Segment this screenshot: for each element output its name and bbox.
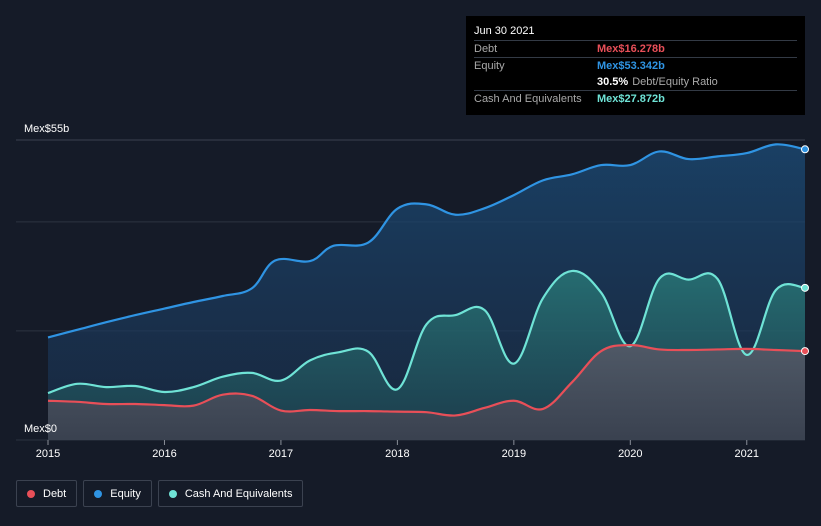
chart-legend: Debt Equity Cash And Equivalents [16,480,304,507]
equity-dot-icon [94,489,103,498]
debt-line [47,343,806,417]
debt-area [48,345,805,440]
series-areas [48,144,805,441]
tooltip-ratio-value: 30.5% [597,76,629,88]
tooltip-debt-label: Debt [474,43,498,55]
tooltip-row-ratio: 30.5% Debt/Equity Ratio [474,74,797,90]
tooltip-cash-label: Cash And Equivalents [474,93,582,105]
tooltip-equity-label: Equity [474,60,505,72]
x-tick-label-2019: 2019 [502,448,526,460]
series-lines [47,143,806,417]
x-tick-label-2021: 2021 [735,448,759,460]
legend-item-equity[interactable]: Equity [83,480,152,507]
legend-item-cash[interactable]: Cash And Equivalents [157,480,304,507]
legend-cash-label: Cash And Equivalents [184,487,293,500]
cash-dot-icon [168,489,177,498]
x-tick-label-2020: 2020 [618,448,642,460]
tooltip-row-debt: Debt Mex$16.278b [474,40,797,57]
legend-debt-label: Debt [43,487,67,500]
tooltip-date: Jun 30 2021 [474,25,535,37]
y-axis-top-label: Mex$55b [24,123,69,135]
tooltip-ratio-label: Debt/Equity Ratio [632,76,718,88]
legend-equity-label: Equity [110,487,141,500]
cash-line [47,269,806,395]
tooltip-cash-value: Mex$27.872b [597,93,665,105]
x-tick-label-2017: 2017 [269,448,293,460]
debt-dot-icon [27,489,35,498]
x-tick-label-2015: 2015 [36,448,60,460]
tooltip-row-cash: Cash And Equivalents Mex$27.872b [474,90,797,107]
debt-end-marker [801,347,809,356]
x-tick-label-2016: 2016 [152,448,176,460]
tooltip-equity-value: Mex$53.342b [597,60,665,72]
series-end-markers [801,145,809,356]
data-tooltip: Jun 30 2021 Debt Mex$16.278b Equity Mex$… [466,16,805,115]
tooltip-debt-value: Mex$16.278b [597,43,665,55]
x-axis-ticks: 2015 2016 2017 2018 2019 2020 2021 [36,440,759,460]
y-axis-bottom-label: Mex$0 [24,423,57,435]
x-tick-label-2018: 2018 [385,448,409,460]
cash-end-marker [801,283,809,292]
equity-end-marker [801,145,809,154]
legend-item-debt[interactable]: Debt [16,480,78,507]
tooltip-row-equity: Equity Mex$53.342b [474,57,797,74]
equity-line [47,143,806,339]
